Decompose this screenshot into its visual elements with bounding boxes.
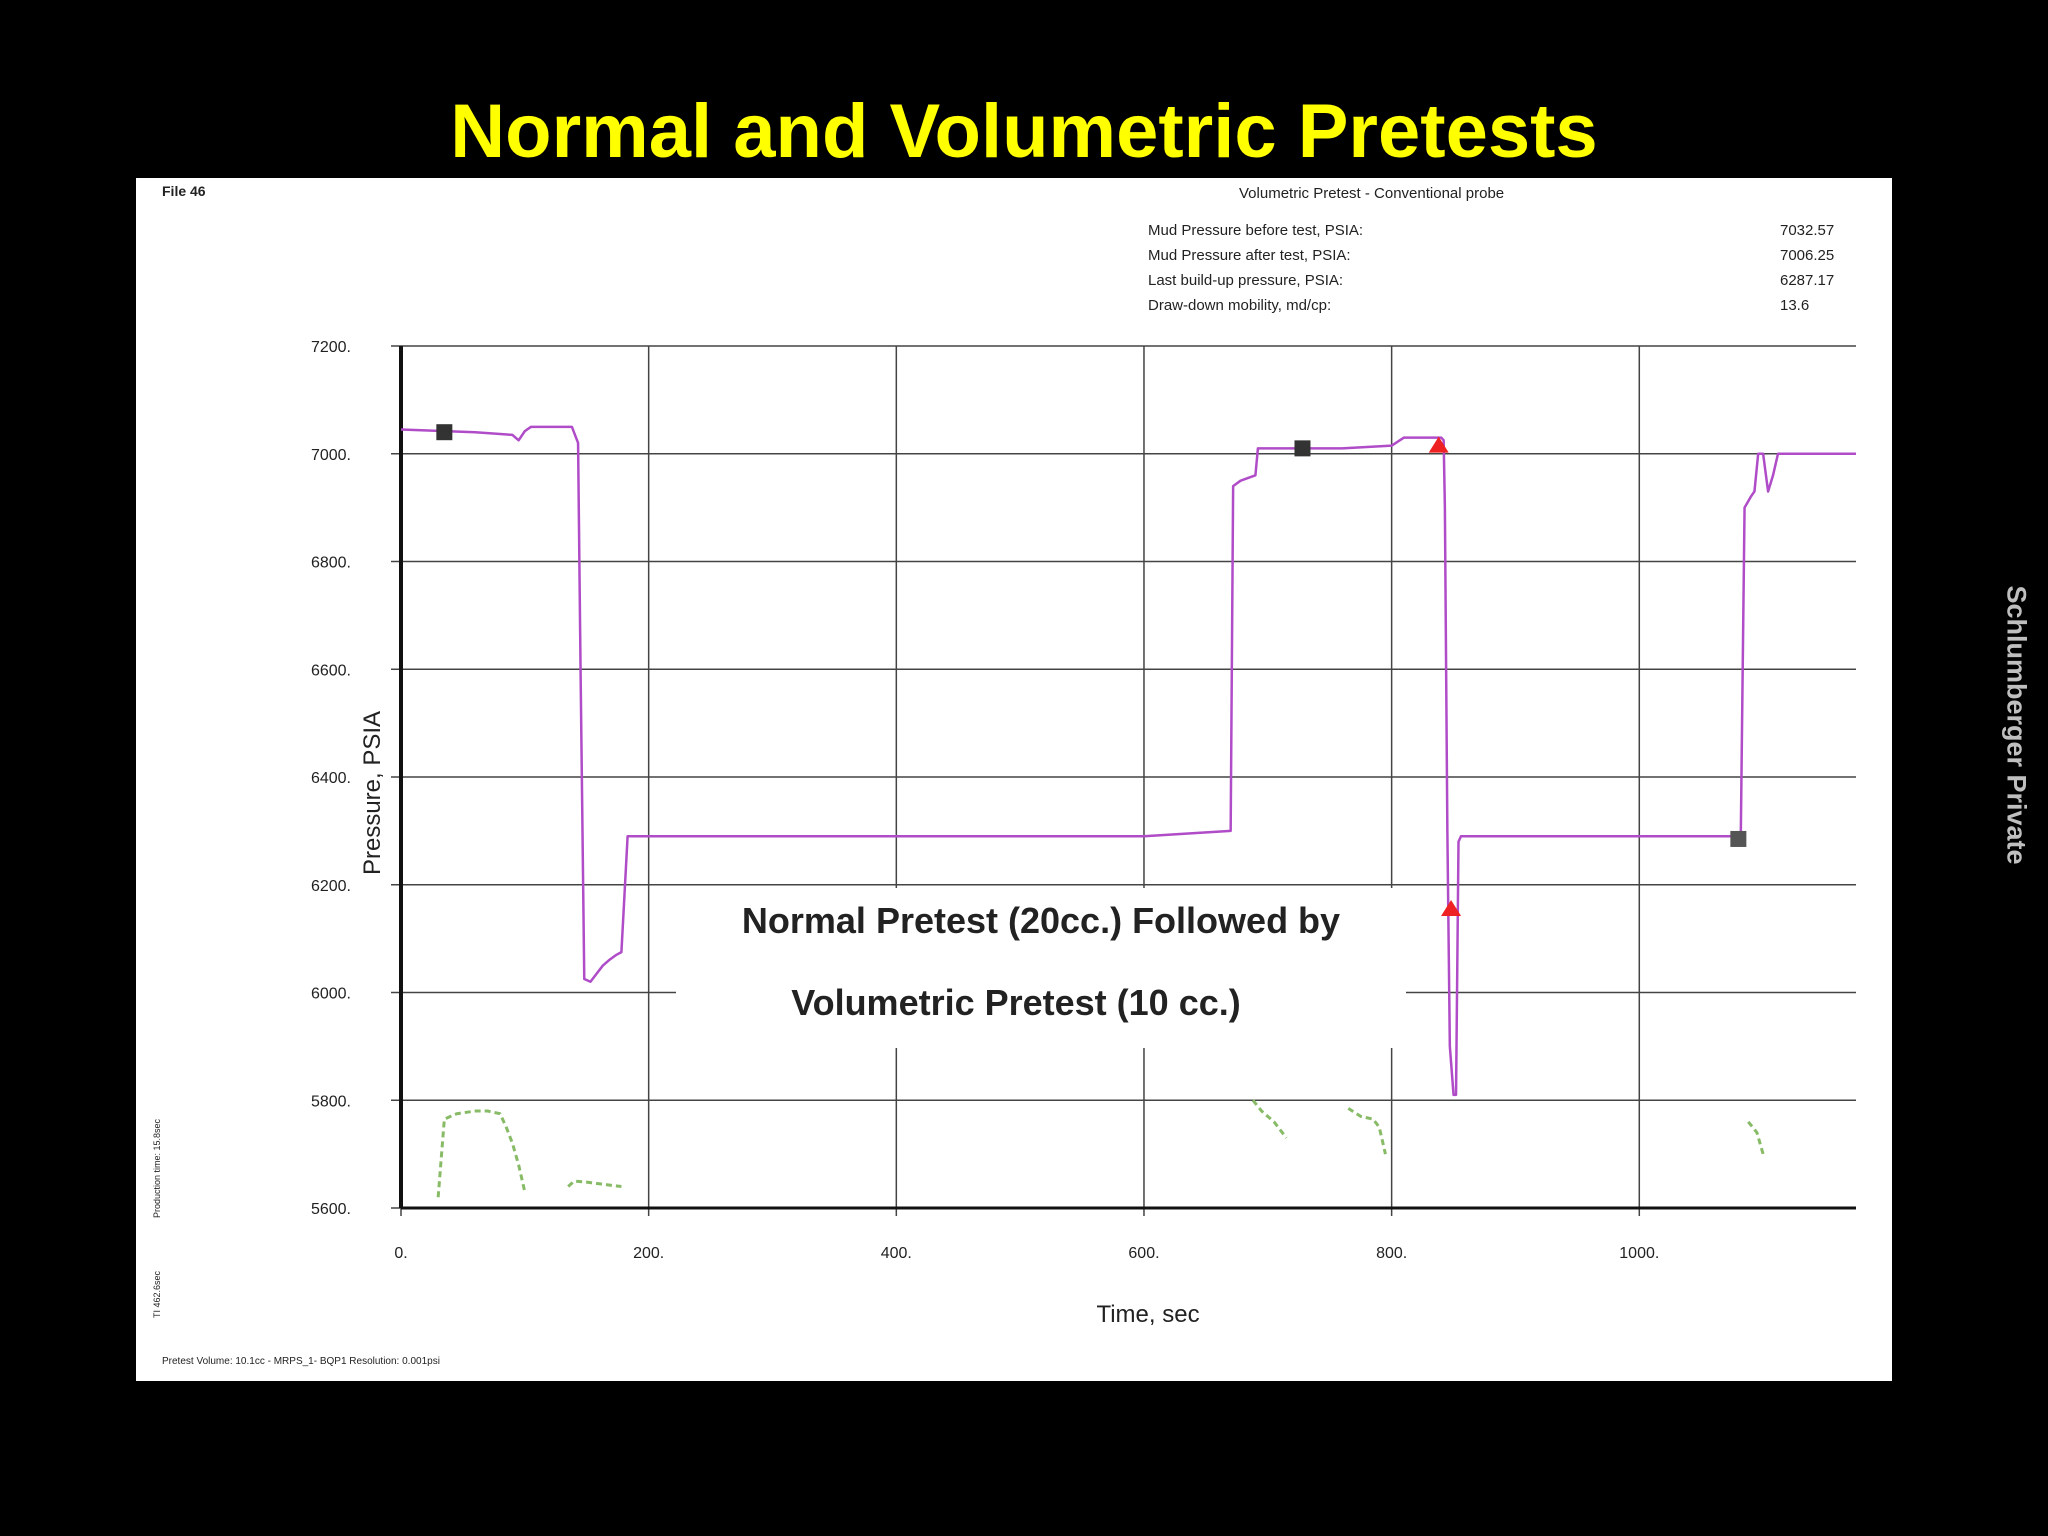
side-label-ti: TI 462.6sec: [152, 1270, 162, 1318]
info-value: 7032.57: [1780, 222, 1834, 239]
annotation-line-1: Normal Pretest (20cc.) Followed by: [742, 900, 1340, 941]
y-tick-label: 6200.: [311, 878, 351, 895]
tick-labels: 5600. 5800. 6000. 6200. 6400. 6600. 6800. 7000.…: [311, 339, 1659, 1262]
triangle-marker: [1441, 899, 1462, 916]
markers: [436, 424, 1747, 916]
info-label: Mud Pressure after test, PSIA:: [1148, 247, 1351, 264]
square-marker: [436, 424, 453, 441]
x-tick-label: 600.: [1128, 1245, 1159, 1262]
info-value: 6287.17: [1780, 272, 1834, 289]
chart-title: Volumetric Pretest - Conventional probe: [1239, 185, 1504, 202]
annotation-background: [676, 888, 1406, 1048]
rate-trace: [567, 1179, 622, 1188]
x-tick-label: 400.: [881, 1245, 912, 1262]
y-axis-label: Pressure, PSIA: [359, 711, 386, 875]
pressure-line: [400, 425, 1856, 1097]
info-label: Draw-down mobility, md/cp:: [1148, 297, 1331, 314]
x-axis-label: Time, sec: [1096, 1301, 1199, 1328]
x-tick-label: 1000.: [1619, 1245, 1659, 1262]
y-tick-label: 6400.: [311, 770, 351, 787]
info-value: 13.6: [1780, 297, 1809, 314]
x-tick-label: 0.: [394, 1245, 407, 1262]
triangle-marker: [1428, 436, 1449, 453]
y-tick-label: 6000.: [311, 986, 351, 1003]
rate-trace: [1347, 1107, 1387, 1155]
info-value: 7006.25: [1780, 247, 1834, 264]
pressure-time-chart: File 46 Volumetric Pretest - Conventiona…: [152, 183, 1856, 1367]
x-tick-label: 800.: [1376, 1245, 1407, 1262]
y-tick-label: 6600.: [311, 662, 351, 679]
grid: [391, 345, 1856, 1216]
rate-trace: [436, 1109, 527, 1198]
y-tick-label: 5600.: [311, 1201, 351, 1218]
y-tick-label: 7000.: [311, 447, 351, 464]
side-label-production: Production time: 15.8sec: [152, 1118, 162, 1218]
chart-panel: File 46 Volumetric Pretest - Conventiona…: [136, 178, 1892, 1381]
info-label: Last build-up pressure, PSIA:: [1148, 272, 1343, 289]
square-marker: [1730, 830, 1747, 847]
series: [400, 425, 1856, 1198]
info-label: Mud Pressure before test, PSIA:: [1148, 222, 1363, 239]
slide-title: Normal and Volumetric Pretests: [450, 89, 1598, 174]
info-table: Mud Pressure before test, PSIA: 7032.57 …: [1148, 222, 1834, 314]
footer-note: Pretest Volume: 10.1cc - MRPS_1- BQP1 Re…: [162, 1356, 440, 1367]
rate-trace: [1251, 1099, 1288, 1139]
y-tick-label: 5800.: [311, 1093, 351, 1110]
annotation-line-2: Volumetric Pretest (10 cc.): [791, 982, 1241, 1023]
rate-trace: [1747, 1120, 1765, 1155]
side-note: Schlumberger Private: [2001, 585, 2032, 865]
y-tick-label: 6800.: [311, 555, 351, 572]
file-label: File 46: [162, 183, 206, 199]
y-tick-label: 7200.: [311, 339, 351, 356]
square-marker: [1294, 440, 1311, 457]
x-tick-label: 200.: [633, 1245, 664, 1262]
annotation-box: Normal Pretest (20cc.) Followed by Volum…: [676, 888, 1406, 1048]
